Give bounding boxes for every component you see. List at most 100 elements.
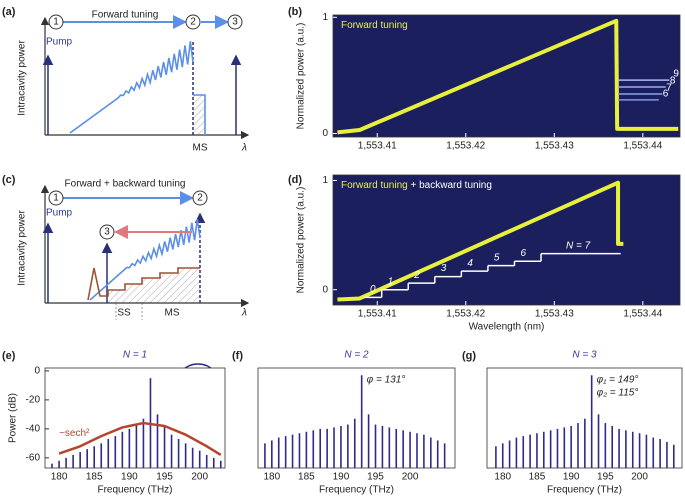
- marker-circle: [185, 14, 201, 30]
- marker-circle: [48, 190, 64, 206]
- legend-entry: backward tuning: [419, 180, 492, 191]
- marker-circle: [192, 190, 208, 206]
- panel-label: (d): [288, 174, 302, 186]
- sawtooth: [89, 219, 201, 301]
- marker-circle: [48, 14, 64, 30]
- x-tick-label: 195: [597, 472, 614, 483]
- series-label: 6: [663, 88, 669, 99]
- marker-circle: [99, 224, 115, 240]
- x-tick-label: 1,553.42: [446, 141, 485, 152]
- marker: 1: [53, 17, 59, 28]
- y-tick-label: 1: [322, 175, 328, 186]
- diagram-a: (a) Forward tuning 1 2 3 Pump Intracavit…: [2, 6, 250, 154]
- y-axis-label: Normalized power (a.u.): [296, 187, 307, 294]
- x-tick-label: 180: [494, 472, 511, 483]
- x-axis-label: Wavelength (nm): [469, 322, 545, 333]
- region-label: MS: [193, 143, 208, 154]
- panel-label: (e): [2, 350, 16, 362]
- x-tick-label: 190: [333, 472, 350, 483]
- y-axis-label: Intracavity power: [17, 40, 28, 116]
- marker: 3: [104, 227, 110, 238]
- panel-label: (a): [2, 6, 16, 18]
- step-label: 0: [370, 284, 376, 295]
- legend: Forward tuning + backward tuning: [341, 180, 492, 191]
- step-label: 3: [441, 263, 447, 274]
- chart-title: N = 3: [572, 350, 597, 361]
- legend-entry: Forward tuning: [341, 20, 408, 31]
- y-tick-label: -60: [26, 452, 41, 463]
- legend-entry: Forward tuning: [341, 180, 408, 191]
- x-tick-label: 190: [563, 472, 580, 483]
- x-axis-label: λ: [241, 308, 247, 319]
- hatch: [193, 95, 205, 135]
- x-tick-label: 1,553.41: [358, 309, 397, 320]
- series-label: 8: [670, 76, 676, 87]
- step: [193, 94, 206, 135]
- x-tick-label: 1,553.42: [446, 309, 485, 320]
- annotation: φ₁ = 149°: [597, 375, 639, 386]
- x-tick-label: 195: [367, 472, 384, 483]
- annotation: φ = 131°: [367, 375, 406, 386]
- diagram-title: Forward tuning: [92, 10, 159, 21]
- x-tick-label: 195: [156, 472, 173, 483]
- marker: 2: [190, 17, 196, 28]
- pump-label: Pump: [46, 37, 73, 48]
- legend: Forward tuning: [341, 20, 408, 31]
- panel-label: (f): [232, 350, 243, 362]
- x-tick-label: 1,553.43: [535, 309, 574, 320]
- step-label: N = 7: [566, 240, 591, 251]
- y-tick-label: 1: [322, 12, 328, 23]
- chart: (d) 1,553.41 1,553.42 1,553.43 1,553.44 0 1 Wav…: [288, 174, 681, 333]
- chart: (f) N = 2 180 185 190 195 200 Frequency (THz) φ …: [232, 350, 456, 496]
- step-label: 5: [494, 252, 500, 263]
- step-label: 2: [413, 270, 420, 281]
- x-tick-label: 180: [51, 472, 68, 483]
- x-tick-label: 1,553.44: [623, 309, 662, 320]
- step-label: 4: [467, 258, 473, 269]
- y-tick-label: -20: [26, 395, 41, 406]
- y-tick-label: 0: [322, 128, 328, 139]
- annotation: φ₂ = 115°: [597, 388, 639, 399]
- marker: 2: [197, 193, 203, 204]
- legend-entry: +: [410, 180, 416, 191]
- x-tick-label: 1,553.44: [623, 141, 662, 152]
- plot-area: [44, 367, 226, 469]
- marker: 1: [53, 193, 59, 204]
- plot-area: [257, 367, 456, 469]
- step-label: 1: [388, 276, 394, 287]
- x-tick-label: 1,553.43: [535, 141, 574, 152]
- pump-label: Pump: [46, 208, 73, 219]
- y-tick-label: 0: [34, 366, 40, 377]
- x-tick-label: 200: [402, 472, 419, 483]
- chart: (g) N = 3 180 185 190 195 200 Frequency (THz) φ₁…: [462, 350, 683, 496]
- chart-title: N = 1: [123, 350, 147, 361]
- step-label: 6: [520, 248, 526, 259]
- curve-label: ~sech²: [59, 428, 90, 439]
- x-axis-label: Frequency (THz): [319, 485, 394, 496]
- series-line: [337, 180, 624, 302]
- y-axis-label: Normalized power (a.u.): [296, 23, 307, 130]
- x-axis-label: Frequency (THz): [547, 485, 622, 496]
- panel-label: (c): [2, 174, 16, 186]
- x-tick-label: 185: [298, 472, 315, 483]
- x-axis-label: λ: [241, 143, 247, 154]
- y-tick-label: -40: [26, 424, 41, 435]
- y-axis-label: Intracavity power: [17, 210, 28, 286]
- chart-title: N = 2: [344, 350, 369, 361]
- x-tick-label: 185: [86, 472, 103, 483]
- x-tick-label: 200: [191, 472, 208, 483]
- x-tick-label: 185: [529, 472, 546, 483]
- x-tick-label: 180: [263, 472, 280, 483]
- region-label: MS: [165, 308, 180, 319]
- series-label: 7: [666, 83, 672, 94]
- panel-label: (g): [462, 350, 476, 362]
- series-label: 9: [673, 69, 679, 80]
- diagram-c: (c) Forward + backward tuning 1 3 2 Pump…: [2, 174, 250, 320]
- x-tick-label: 200: [631, 472, 648, 483]
- diagram-title: Forward + backward tuning: [65, 179, 186, 190]
- x-tick-label: 190: [121, 472, 138, 483]
- marker-circle: [227, 14, 243, 30]
- chart: (b) 1,553.41 1,553.42 1,553.43 1,553.44 0 1 Nor…: [288, 6, 681, 152]
- backward-trace: [87, 267, 200, 301]
